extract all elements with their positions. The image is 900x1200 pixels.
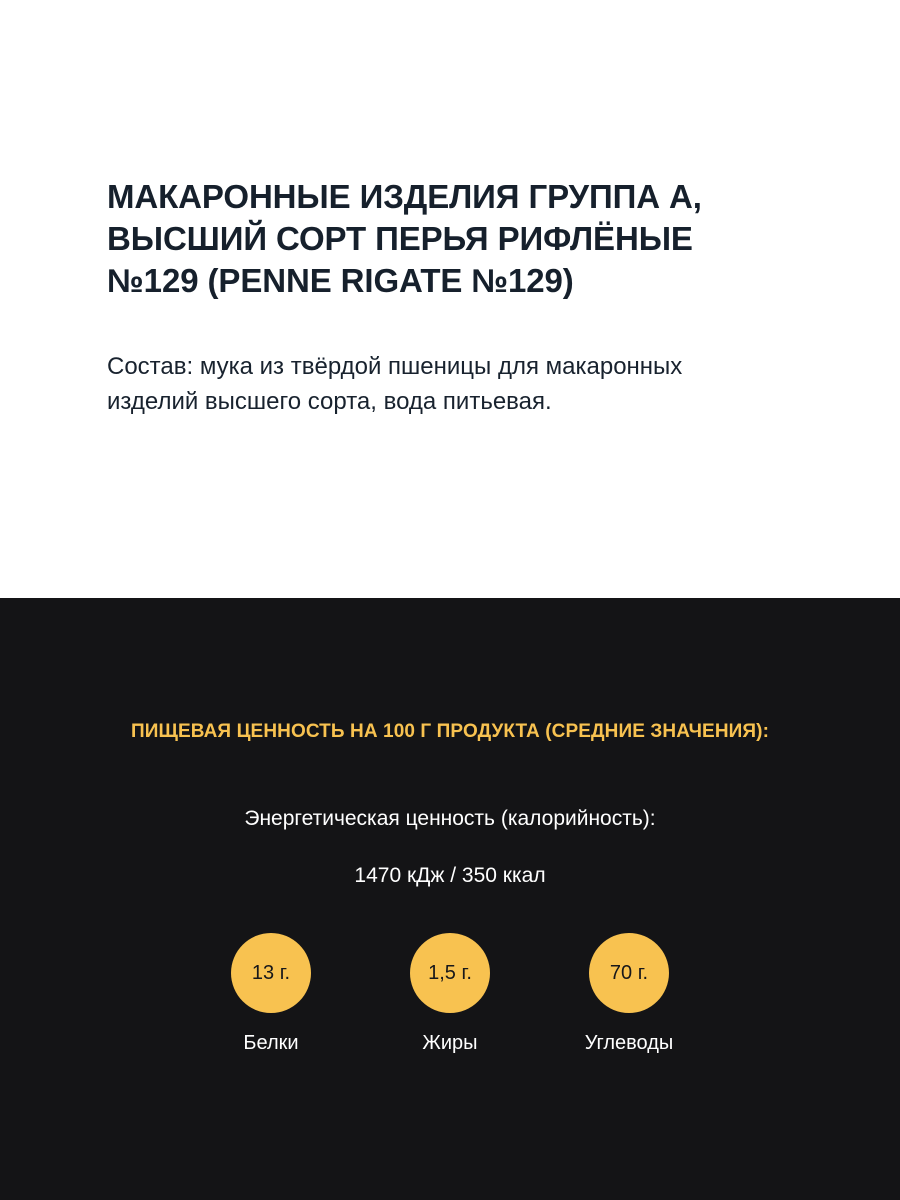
energy-value-label: Энергетическая ценность (калорийность): xyxy=(244,807,656,830)
nutrition-heading: ПИЩЕВАЯ ЦЕННОСТЬ НА 100 Г ПРОДУКТА (СРЕД… xyxy=(130,721,770,742)
nutrient-amount-fat: 1,5 г. xyxy=(428,961,472,984)
page-title: МАКАРОННЫЕ ИЗДЕЛИЯ ГРУППА А, ВЫСШИЙ СОРТ… xyxy=(107,178,702,299)
nutrient-item-fat: 1,5 г. Жиры xyxy=(410,933,490,1055)
nutrient-label-protein: Белки xyxy=(243,1032,299,1054)
nutrient-label-fat: Жиры xyxy=(422,1032,478,1054)
nutrition-facts-section xyxy=(0,598,900,1200)
nutrient-circle-carbohydrates: 70 г. xyxy=(589,933,669,1013)
nutrient-item-carbohydrates: 70 г. Углеводы xyxy=(585,933,673,1055)
nutrient-amount-protein: 13 г. xyxy=(251,961,291,984)
nutrient-list: 13 г. Белки 1,5 г. Жиры 70 г. Углеводы xyxy=(0,933,900,1055)
nutrient-item-protein: 13 г. Белки xyxy=(231,933,311,1055)
energy-value-amount: 1470 кДж / 350 ккал xyxy=(354,864,546,887)
composition-text: Состав: мука из твёрдой пшеницы для мака… xyxy=(107,353,683,415)
nutrient-label-carbohydrates: Углеводы xyxy=(584,1032,674,1054)
nutrient-circle-fat: 1,5 г. xyxy=(410,933,490,1013)
nutrient-circle-protein: 13 г. xyxy=(231,933,311,1013)
nutrient-amount-carbohydrates: 70 г. xyxy=(609,961,649,984)
product-info-section: МАКАРОННЫЕ ИЗДЕЛИЯ ГРУППА А, ВЫСШИЙ СОРТ… xyxy=(0,0,900,598)
